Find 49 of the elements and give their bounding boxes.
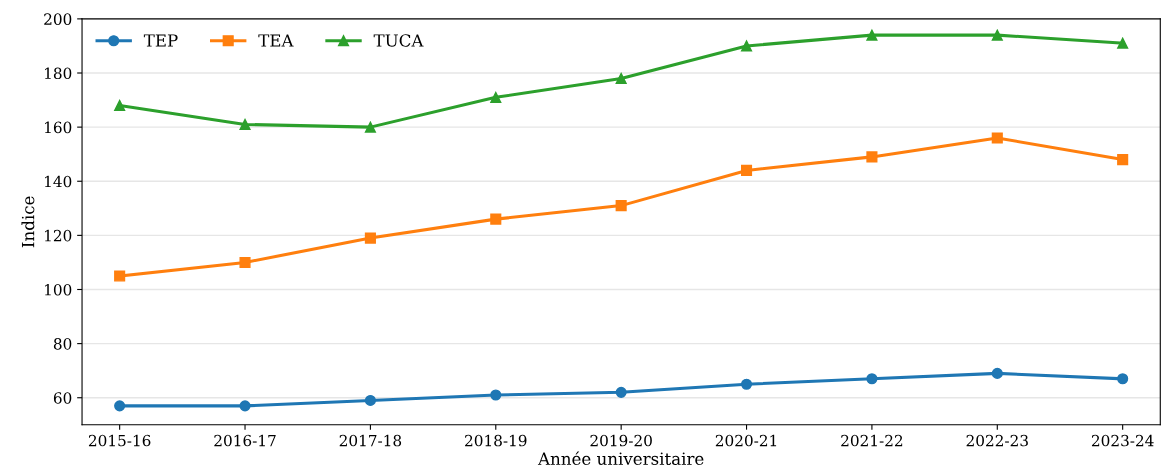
point (740, 378, 753, 390)
point (239, 256, 251, 268)
y-tick-label: 100 (45, 283, 72, 296)
y-axis-title: Indice (21, 196, 35, 248)
point (364, 232, 376, 244)
x-tick-label: 2019-20 (590, 434, 652, 447)
x-tick-label: 2022-23 (966, 434, 1028, 447)
x-tick-label: 2023-24 (1091, 434, 1154, 447)
point (740, 40, 753, 52)
point (239, 400, 251, 412)
legend-label: TEA (258, 34, 294, 47)
point (866, 373, 878, 385)
y-tick-label: 160 (45, 121, 72, 134)
point (615, 386, 627, 398)
point (1117, 154, 1129, 166)
point (114, 270, 126, 282)
y-tick-label: 200 (44, 13, 72, 25)
point (615, 72, 627, 84)
point (1117, 37, 1129, 49)
y-tick-label: 60 (53, 392, 72, 404)
point (866, 29, 878, 41)
x-tick-label: 2015-16 (88, 434, 151, 447)
point (490, 91, 502, 103)
point (490, 389, 502, 401)
point (740, 164, 753, 176)
x-tick-label: 2020-21 (715, 434, 777, 447)
point (1117, 373, 1129, 385)
x-axis-title: Année universitaire (537, 451, 704, 465)
point (490, 213, 502, 225)
y-tick-label: 80 (53, 338, 72, 350)
y-tick-label: 140 (45, 175, 72, 188)
legend-label: TEP (143, 34, 178, 47)
point (991, 29, 1003, 41)
x-tick-label: 2021-22 (841, 434, 903, 447)
point (364, 394, 376, 407)
legend-label: TUCA (373, 34, 424, 47)
point (364, 121, 376, 133)
x-tick-label: 2017-18 (339, 434, 402, 447)
point (615, 200, 627, 212)
point (991, 132, 1003, 144)
x-tick-label: 2016-17 (214, 434, 276, 447)
point (114, 99, 126, 112)
point (114, 400, 126, 412)
point (866, 151, 878, 163)
point (991, 367, 1003, 379)
y-tick-label: 120 (45, 229, 72, 242)
x-tick-label: 2018-19 (465, 434, 527, 447)
y-tick-label: 180 (45, 67, 72, 80)
point (239, 118, 251, 130)
